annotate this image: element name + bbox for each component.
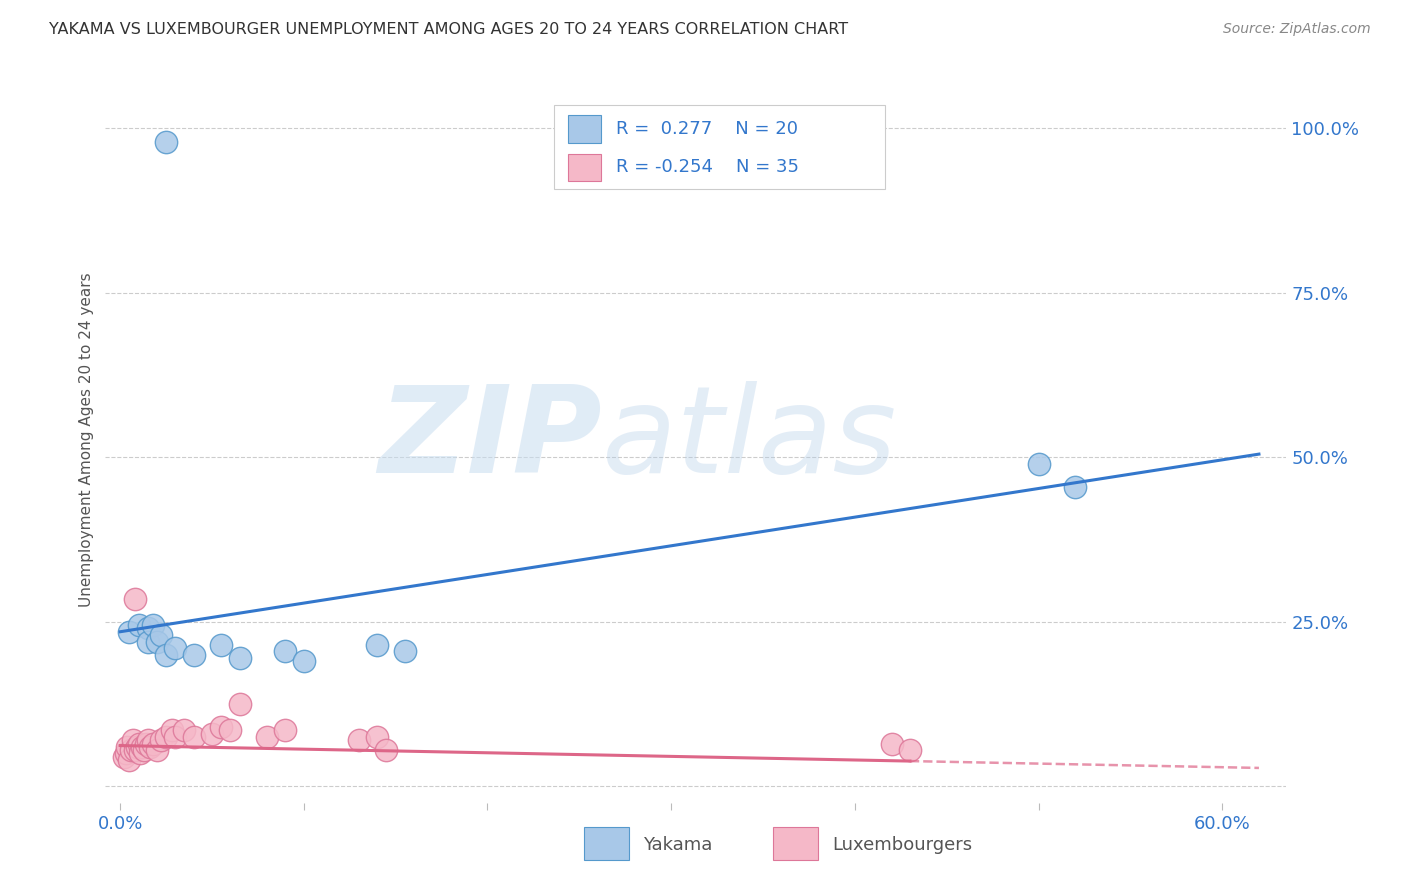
Point xyxy=(120,743,142,757)
Point xyxy=(138,739,160,754)
Text: ZIP: ZIP xyxy=(378,381,602,498)
Point xyxy=(183,730,205,744)
Point xyxy=(146,634,169,648)
Point xyxy=(394,644,416,658)
Point xyxy=(366,730,388,744)
Point xyxy=(132,743,155,757)
Point xyxy=(292,654,315,668)
Point xyxy=(118,753,141,767)
Point xyxy=(160,723,183,738)
Point xyxy=(228,651,250,665)
Point xyxy=(183,648,205,662)
Text: atlas: atlas xyxy=(602,381,897,498)
Point xyxy=(173,723,195,738)
Point xyxy=(122,733,145,747)
Point xyxy=(124,591,146,606)
Point xyxy=(155,135,177,149)
Point xyxy=(142,737,165,751)
Text: Luxembourgers: Luxembourgers xyxy=(832,836,972,854)
Point xyxy=(129,747,152,761)
FancyBboxPatch shape xyxy=(773,827,818,860)
Point xyxy=(347,733,370,747)
Point xyxy=(142,618,165,632)
Point xyxy=(128,737,150,751)
FancyBboxPatch shape xyxy=(568,153,602,181)
Point xyxy=(898,743,921,757)
Text: YAKAMA VS LUXEMBOURGER UNEMPLOYMENT AMONG AGES 20 TO 24 YEARS CORRELATION CHART: YAKAMA VS LUXEMBOURGER UNEMPLOYMENT AMON… xyxy=(49,22,848,37)
Point xyxy=(1064,480,1087,494)
Point xyxy=(149,733,172,747)
Point xyxy=(118,624,141,639)
Point xyxy=(128,618,150,632)
Point xyxy=(146,743,169,757)
FancyBboxPatch shape xyxy=(554,105,884,188)
Point xyxy=(112,749,135,764)
Text: R = -0.254    N = 35: R = -0.254 N = 35 xyxy=(616,159,799,177)
Point xyxy=(201,727,224,741)
Point xyxy=(136,622,159,636)
Y-axis label: Unemployment Among Ages 20 to 24 years: Unemployment Among Ages 20 to 24 years xyxy=(79,272,94,607)
FancyBboxPatch shape xyxy=(568,115,602,143)
Point xyxy=(149,628,172,642)
Point xyxy=(1028,457,1050,471)
FancyBboxPatch shape xyxy=(583,827,628,860)
Point xyxy=(880,737,903,751)
Text: R =  0.277    N = 20: R = 0.277 N = 20 xyxy=(616,120,797,138)
Text: Yakama: Yakama xyxy=(643,836,713,854)
Point xyxy=(375,743,398,757)
Text: Source: ZipAtlas.com: Source: ZipAtlas.com xyxy=(1223,22,1371,37)
Point xyxy=(125,739,148,754)
Point xyxy=(117,739,139,754)
Point xyxy=(136,634,159,648)
Point xyxy=(274,723,297,738)
Point xyxy=(274,644,297,658)
Point xyxy=(165,730,187,744)
Point xyxy=(124,743,146,757)
Point xyxy=(209,638,232,652)
Point xyxy=(366,638,388,652)
Point xyxy=(155,730,177,744)
Point xyxy=(135,737,157,751)
Point xyxy=(155,648,177,662)
Point xyxy=(114,747,136,761)
Point xyxy=(131,739,153,754)
Point xyxy=(228,697,250,711)
Point xyxy=(209,720,232,734)
Point xyxy=(136,733,159,747)
Point xyxy=(256,730,278,744)
Point xyxy=(165,641,187,656)
Point xyxy=(219,723,242,738)
